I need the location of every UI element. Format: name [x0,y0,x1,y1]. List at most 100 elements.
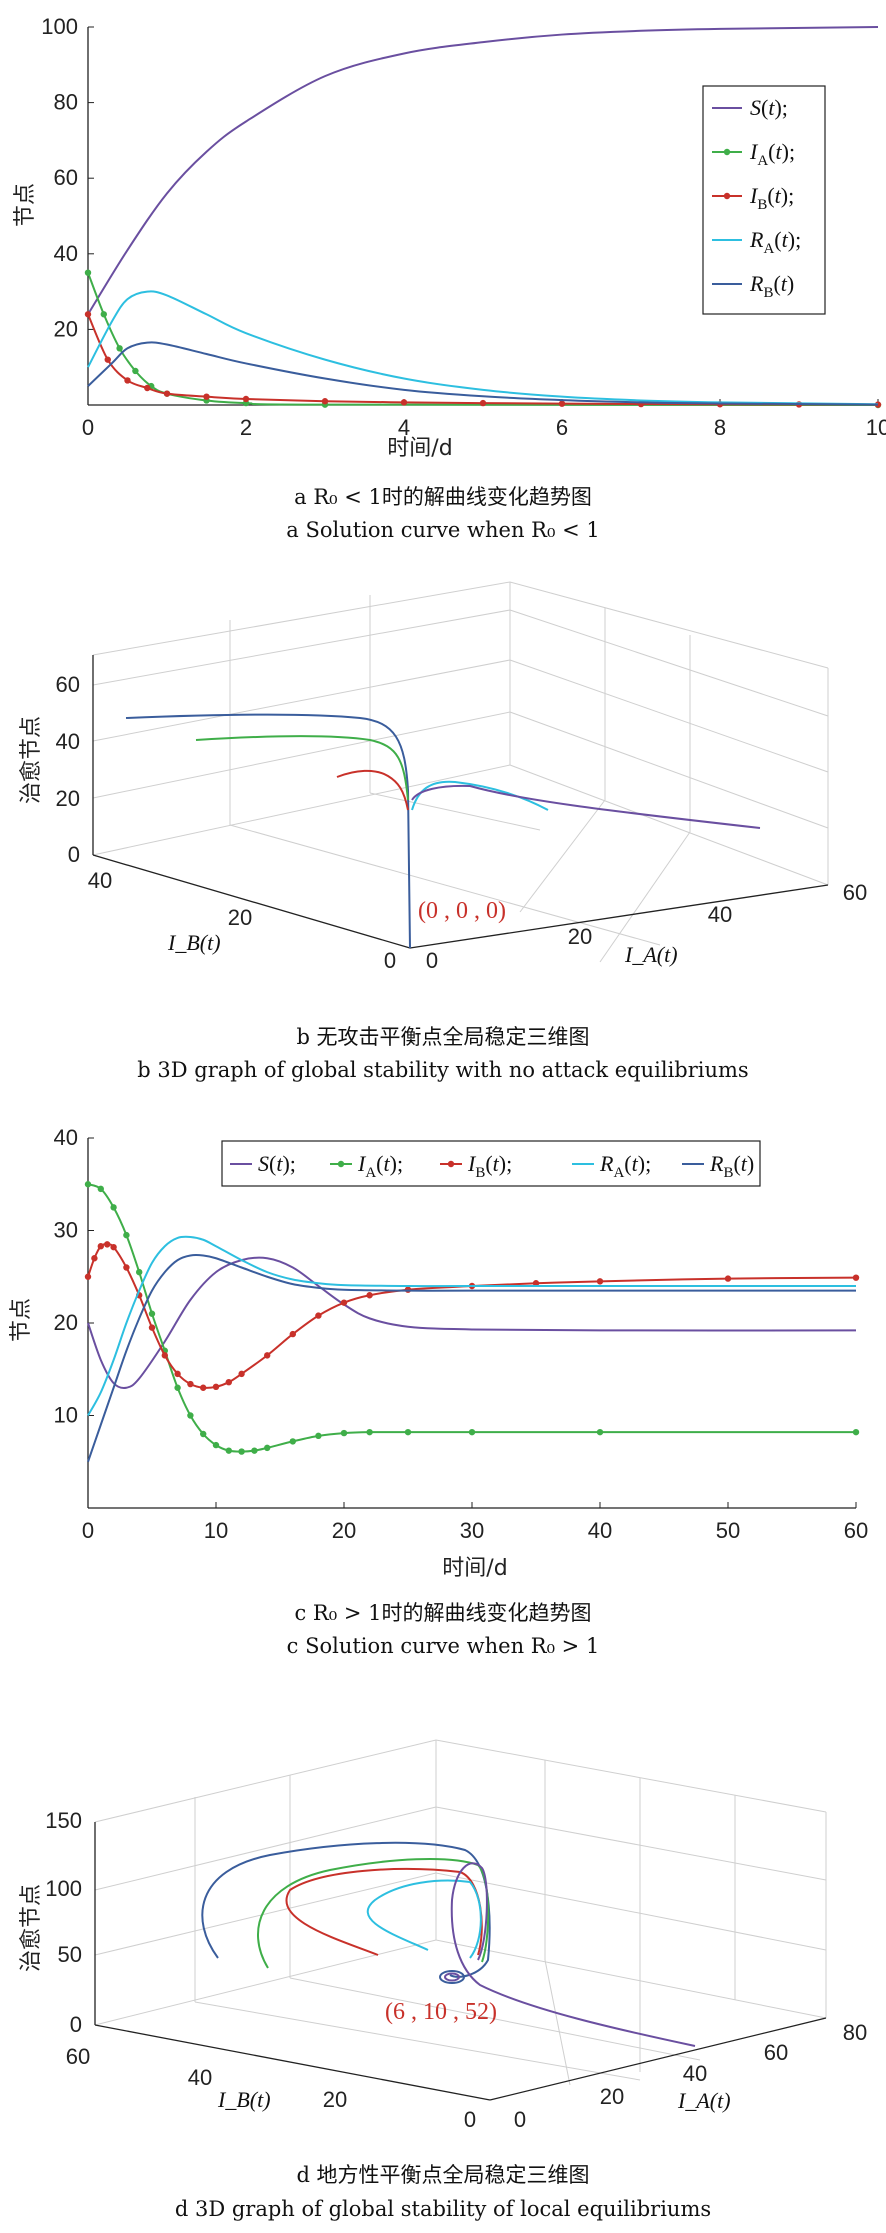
y-tick-label: 60 [54,165,78,190]
z-tick-label: 60 [56,672,80,697]
panel-b-3d-chart: 0 20 40 60 40 20 0 0 20 40 60 (0 , 0 , 0) 治愈节点 I_B… [19,581,867,1082]
point-IB [110,1243,117,1251]
y-tick-label: 40 [54,241,78,266]
z-tick-label: 0 [68,842,80,867]
panel-d-xlabel: I_A(t) [677,2088,731,2113]
point-IB [212,1383,220,1391]
point-IA [404,1428,412,1436]
series-line-RB [87,1254,856,1463]
panel-d-curve-IA [257,1858,490,1969]
legend-marker-IB [447,1160,455,1168]
x-tick-label: 50 [716,1518,740,1543]
point-IA [97,1185,105,1193]
panel-d-equilibrium-label: (6 , 10 , 52) [385,1999,497,2025]
panel-a-ylabel: 节点 [13,183,38,227]
point-IB [366,1292,373,1299]
point-IA [116,345,123,352]
series-line-IB [87,313,879,406]
x-tick-label: 6 [556,415,568,440]
x-tick-label: 60 [843,880,867,905]
point-IB [97,1243,105,1250]
panel-b-curve-IB [336,769,409,811]
series-line-RB [87,341,879,406]
point-IB [340,1299,348,1306]
point-IB [315,1312,322,1319]
point-IA [84,269,92,276]
x-tick-label: 8 [714,415,726,440]
x-tick-label: 0 [82,415,94,440]
point-IA [596,1428,604,1436]
point-IB [104,356,111,363]
point-IB [161,1352,168,1359]
panel-d-caption-cn: d 地方性平衡点全局稳定三维图 [296,2163,589,2187]
point-IB [238,1370,245,1378]
z-tick-label: 0 [70,2012,82,2037]
z-tick-label: 100 [45,1876,82,1901]
point-IB [84,311,92,318]
x-tick-label: 4 [398,415,410,440]
panel-d-curves [201,1841,696,2047]
point-IA [315,1432,322,1440]
point-IB [104,1241,111,1248]
point-IA [238,1448,245,1455]
panel-b-caption-cn: b 无攻击平衡点全局稳定三维图 [296,1025,589,1049]
legend-label: S(t); [750,95,788,120]
series-line-S [87,26,879,315]
y-tick-label: 20 [54,316,78,341]
y-tick-label: 40 [188,2065,212,2090]
point-IB [200,1384,207,1391]
panel-a-xlabel: 时间/d [387,436,452,461]
point-IB [724,1275,732,1282]
point-IB [264,1352,271,1359]
y-tick-label: 40 [88,868,112,893]
y-tick-label: 30 [54,1218,78,1243]
point-IB [187,1380,194,1388]
legend-label: IA(t); [749,139,795,169]
panel-c-ylabel: 节点 [9,1298,34,1342]
x-tick-label: 40 [708,902,732,927]
legend-label: RA(t); [599,1151,651,1181]
panel-d-caption-en: d 3D graph of global stability of local … [175,2197,711,2221]
legend-label: IB(t); [749,183,794,213]
point-IA [174,1384,181,1391]
panel-d-spiral-inner [444,1972,460,1982]
point-IA [852,1428,860,1436]
point-IA [212,1441,220,1449]
point-IB [174,1370,181,1378]
panel-b-equilibrium-label: (0 , 0 , 0) [418,898,506,924]
point-IA [187,1412,194,1419]
panel-b-curve-S [411,784,761,829]
panel-c-xlabel: 时间/d [442,1556,507,1581]
panel-c-caption-cn: c R₀ > 1时的解曲线变化趋势图 [295,1601,592,1625]
point-IB [558,400,566,407]
point-IA [148,1310,156,1317]
y-tick-label: 20 [228,905,252,930]
x-tick-label: 40 [683,2061,707,2086]
panel-b-curve-RB [125,713,411,949]
panel-d-spiral [439,1970,465,1984]
panel-b-caption-en: b 3D graph of global stability with no a… [137,1058,748,1082]
y-tick-label: 0 [384,948,396,973]
point-IB [479,399,487,407]
x-tick-label: 20 [568,924,592,949]
point-IA [468,1428,476,1436]
x-tick-label: 10 [866,415,886,440]
z-tick-label: 50 [58,1942,82,1967]
point-IA [132,367,139,375]
point-IA [340,1429,348,1437]
panel-a-caption-en: a Solution curve when R₀ < 1 [286,518,599,542]
z-tick-label: 20 [56,786,80,811]
panel-c-legend [221,1140,761,1187]
point-IA [100,311,108,318]
point-IB [144,384,151,392]
point-IB [289,1330,296,1338]
x-tick-label: 20 [600,2084,624,2109]
point-IB [148,1324,156,1331]
point-IA [289,1438,296,1445]
y-tick-label: 40 [54,1125,78,1150]
series-line-IB [87,1243,857,1389]
point-IB [124,377,131,384]
panel-b-ylabel: I_B(t) [167,930,221,955]
z-tick-label: 150 [45,1808,82,1833]
point-IB [596,1278,604,1285]
